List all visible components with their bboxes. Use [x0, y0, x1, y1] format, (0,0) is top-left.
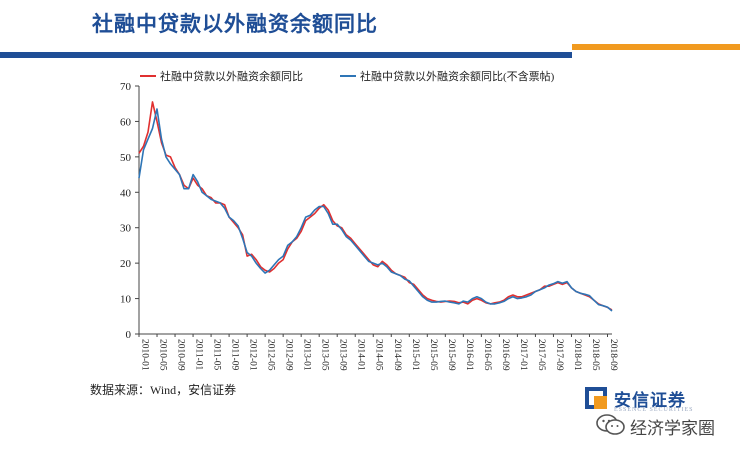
brand-logo: 安信证券 ESSENCE SECURITIES	[584, 384, 734, 416]
brand-name: 安信证券	[614, 391, 686, 411]
x-tick-label: 2016-05	[482, 339, 492, 371]
x-tick-label: 2016-01	[464, 339, 474, 371]
x-tick-label: 2013-01	[302, 339, 312, 371]
x-tick-label: 2010-01	[140, 339, 150, 371]
series-line-1	[138, 101, 613, 311]
legend-label-1: 社融中贷款以外融资余额同比	[160, 69, 303, 83]
y-tick-label: 30	[120, 223, 132, 235]
x-tick-label: 2018-01	[572, 339, 582, 371]
x-tick-label: 2014-01	[356, 339, 366, 371]
x-tick-label: 2011-05	[212, 339, 222, 371]
slide-title: 社融中贷款以外融资余额同比	[92, 12, 378, 36]
y-tick-label: 70	[120, 81, 132, 93]
watermark: 经济学家圈	[596, 412, 736, 440]
accent-bar-blue	[0, 52, 572, 58]
x-tick-label: 2015-01	[410, 339, 420, 371]
x-tick-label: 2014-05	[374, 339, 384, 371]
x-tick-label: 2015-09	[446, 339, 456, 371]
x-tick-label: 2017-05	[536, 339, 546, 371]
x-tick-label: 2015-05	[428, 339, 438, 371]
watermark-text: 经济学家圈	[630, 419, 715, 439]
x-tick-label: 2017-01	[518, 339, 528, 371]
y-tick-label: 60	[120, 116, 132, 128]
source-note: 数据来源：Wind，安信证券	[90, 383, 237, 397]
brand-logo-icon	[585, 387, 607, 409]
chart-legend: 社融中贷款以外融资余额同比 社融中贷款以外融资余额同比(不含票帖)	[140, 69, 555, 83]
x-tick-label: 2017-09	[554, 339, 564, 371]
x-tick-label: 2010-09	[176, 339, 186, 371]
x-tick-label: 2011-01	[194, 339, 204, 371]
y-tick-label: 20	[120, 258, 132, 270]
brand-subtitle: ESSENCE SECURITIES	[614, 407, 694, 413]
x-tick-label: 2010-05	[158, 339, 168, 371]
x-tick-label: 2011-09	[230, 339, 240, 371]
x-tick-label: 2018-09	[608, 339, 618, 371]
y-tick-label: 0	[126, 329, 132, 341]
y-tick-label: 40	[120, 187, 132, 199]
x-tick-label: 2012-05	[266, 339, 276, 371]
x-tick-label: 2018-05	[590, 339, 600, 371]
x-tick-label: 2013-05	[320, 339, 330, 371]
chart-series	[138, 101, 613, 312]
legend-label-2: 社融中贷款以外融资余额同比(不含票帖)	[360, 69, 555, 83]
x-tick-label: 2016-09	[500, 339, 510, 371]
y-tick-label: 50	[120, 152, 132, 164]
x-tick-label: 2012-01	[248, 339, 258, 371]
x-tick-label: 2012-09	[284, 339, 294, 371]
y-tick-label: 10	[120, 294, 132, 306]
wechat-icon	[596, 414, 625, 435]
series-line-2	[138, 108, 613, 312]
x-tick-label: 2014-09	[392, 339, 402, 371]
chart-axes: 0 10 20 30 40 50 60 70 2010-01 2010-05 2010-09 2011…	[120, 81, 618, 371]
x-tick-label: 2013-09	[338, 339, 348, 371]
accent-bar-orange	[572, 44, 740, 50]
